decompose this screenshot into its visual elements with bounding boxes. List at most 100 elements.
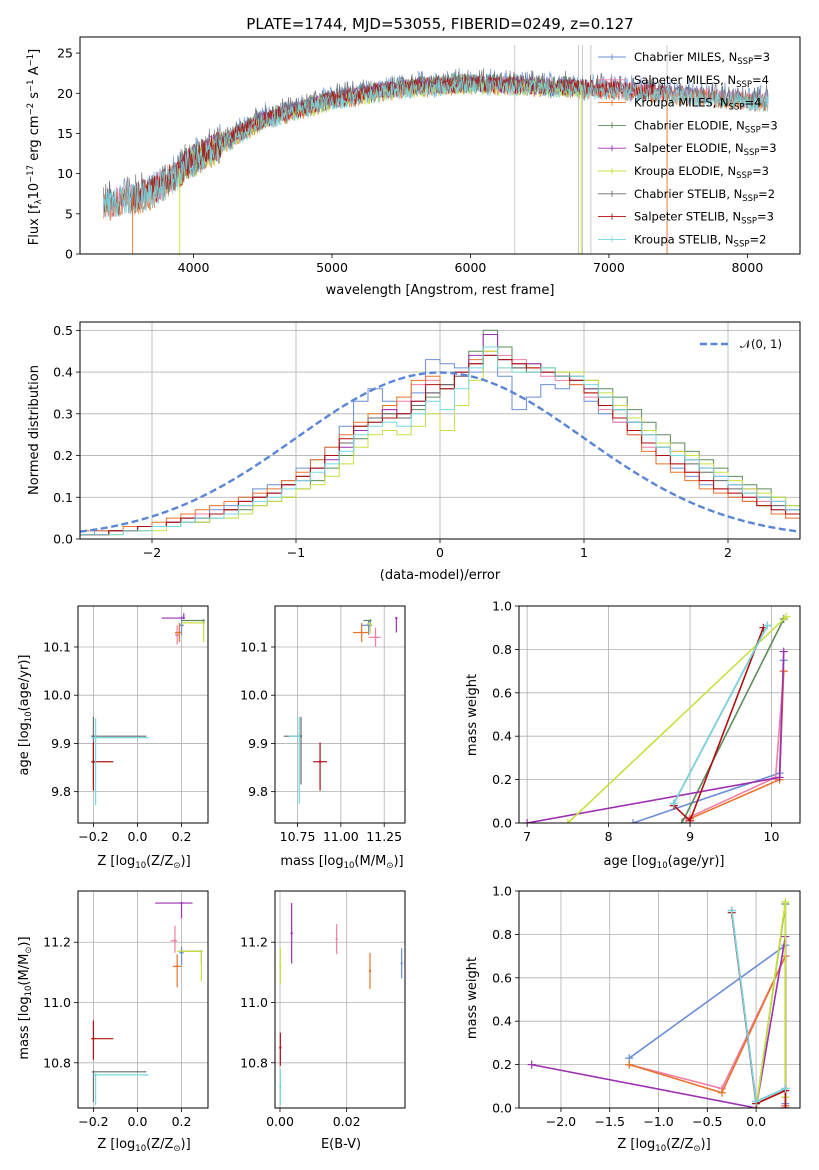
axes-frame [518, 890, 801, 1109]
weight-marker [727, 906, 736, 915]
x-tick-label: −0.2 [78, 829, 108, 844]
legend-label: Salpeter ELODIE, NSSP=3 [634, 141, 777, 158]
y-tick-label: 1.0 [492, 599, 512, 614]
y-tick-label: 9.8 [248, 784, 268, 799]
data-point [175, 633, 179, 637]
data-point [180, 951, 183, 954]
plot-area [80, 329, 800, 539]
y-tick-label: 0.2 [492, 1057, 512, 1072]
weight-z-ylabel: mass weight [465, 957, 480, 1039]
legend-label: Kroupa MILES, NSSP=4 [634, 96, 761, 113]
data-point [182, 616, 185, 620]
mass-vs-metallicity-panel: −0.2 0.0 0.2 10.8 11.0 11.2 [43, 890, 209, 1129]
x-tick-label: 2 [724, 545, 732, 560]
weight-marker [629, 819, 638, 823]
weight-marker [781, 1084, 790, 1093]
weight-marker [781, 1104, 790, 1108]
data-point [298, 735, 301, 738]
weight-line [567, 616, 787, 823]
legend-label: Kroupa ELODIE, NSSP=3 [634, 164, 769, 181]
data-point [178, 631, 181, 634]
y-tick-label: 0.3 [53, 406, 73, 421]
data-point [202, 619, 205, 622]
x-tick-label: 8 [605, 829, 613, 844]
legend-label: Salpeter STELIB, NSSP=3 [634, 210, 774, 227]
normal-curve [80, 371, 800, 533]
grid [275, 891, 405, 1108]
plot-area [103, 45, 769, 254]
plot-area [523, 612, 791, 823]
weight-marker [625, 1060, 634, 1069]
plot-area [91, 613, 205, 806]
grid [519, 890, 800, 1109]
mass-z-ylabel: mass [log10(M/M⊙)] [17, 936, 34, 1059]
data-point [299, 735, 303, 738]
spectrum-legend: Chabrier MILES, NSSP=3 Salpeter MILES, NS… [598, 50, 778, 249]
data-point [279, 1085, 282, 1089]
weight-vs-metallicity-panel: −2.0 −1.5 −1.0 −0.5 0.0 0.0 0.2 0.4 0.6 0.8 1.0 [492, 884, 801, 1129]
y-tick-label: 15 [57, 126, 73, 141]
axes: 10.75 11.00 11.25 9.8 9.9 10.0 10.1 [240, 605, 406, 844]
x-tick-label: 0 [436, 545, 444, 560]
histogram-step [80, 346, 800, 539]
weight-line [673, 625, 769, 804]
age-z-xlabel: Z [log10(Z/Z⊙)] [97, 854, 190, 871]
weight-vs-age-panel: 7 8 9 10 0.0 0.2 0.4 0.6 0.8 1.0 [492, 599, 801, 844]
axes: 4000 5000 6000 7000 8000 0 5 10 15 20 25 [57, 36, 801, 275]
data-point [290, 931, 293, 935]
y-tick-label: 1.0 [492, 884, 512, 899]
weight-marker [677, 819, 686, 823]
data-point [279, 965, 282, 968]
y-tick-label: 11.2 [240, 935, 268, 950]
y-tick-label: 11.2 [43, 935, 71, 950]
x-tick-label: 11.25 [366, 829, 402, 844]
x-tick-label: 0.0 [128, 1114, 148, 1129]
y-tick-label: 9.9 [51, 736, 71, 751]
x-tick-label: 0.02 [333, 1114, 361, 1129]
axes: 7 8 9 10 0.0 0.2 0.4 0.6 0.8 1.0 [492, 599, 801, 844]
x-tick-label: −1.0 [643, 1114, 673, 1129]
data-point [180, 624, 183, 627]
axes: −2.0 −1.5 −1.0 −0.5 0.0 0.0 0.2 0.4 0.6 0.8 1.0 [492, 884, 801, 1129]
data-point [175, 965, 179, 968]
age-z-ylabel: age [log10(age/yr)] [17, 655, 34, 776]
weight-marker [686, 816, 695, 823]
data-point [369, 619, 372, 622]
mass-vs-extinction-panel: 0.00 0.02 10.8 11.0 11.2 [240, 890, 406, 1129]
x-tick-label: 4000 [178, 260, 210, 275]
histogram-xlabel: (data-model)/error [380, 568, 501, 583]
x-tick-label: 10.75 [280, 829, 316, 844]
x-tick-label: 0.0 [128, 829, 148, 844]
x-tick-label: 5000 [316, 260, 348, 275]
data-point [368, 969, 372, 973]
y-tick-label: 9.9 [248, 736, 268, 751]
plot-area [527, 897, 790, 1108]
weight-marker [763, 621, 772, 630]
x-tick-label: −2.0 [546, 1114, 576, 1129]
data-point [92, 735, 95, 738]
axes-frame [274, 605, 406, 824]
weight-line [685, 671, 785, 820]
weight-z-xlabel: Z [log10(Z/Z⊙)] [617, 1137, 710, 1154]
y-tick-label: 10 [57, 166, 73, 181]
mass-z-xlabel: Z [log10(Z/Z⊙)] [97, 1137, 190, 1154]
data-point [279, 1046, 282, 1049]
x-tick-label: 0.2 [172, 1114, 192, 1129]
data-point [94, 736, 97, 739]
weight-marker [782, 612, 791, 621]
x-tick-label: −2 [143, 545, 161, 560]
x-tick-label: 0.2 [172, 829, 192, 844]
y-tick-label: 20 [57, 86, 73, 101]
data-point [94, 1073, 97, 1077]
data-point [374, 636, 377, 639]
grid [78, 891, 208, 1108]
x-tick-label: 7000 [593, 260, 625, 275]
y-tick-label: 5 [65, 206, 73, 221]
y-tick-label: 25 [57, 46, 73, 61]
weight-age-ylabel: mass weight [465, 674, 480, 756]
y-tick-label: 0.8 [492, 642, 512, 657]
data-point [92, 1037, 95, 1040]
histogram-step [80, 350, 800, 539]
plot-area [283, 616, 398, 804]
